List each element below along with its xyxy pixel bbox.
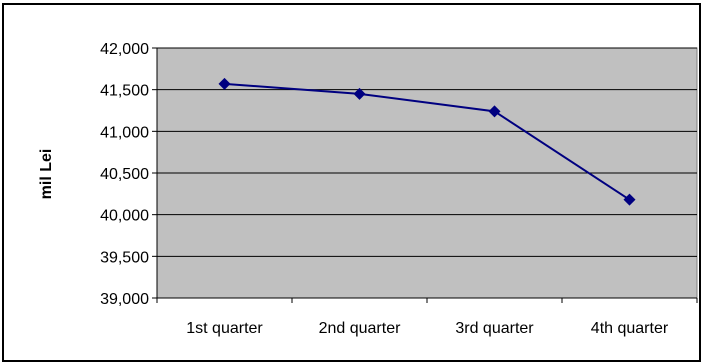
- data-point-marker: [353, 87, 366, 100]
- x-tick-label: 1st quarter: [186, 320, 263, 337]
- y-tick-label: 39,000: [100, 291, 149, 308]
- y-tick-label: 42,000: [100, 41, 149, 58]
- y-tick-label: 41,000: [100, 124, 149, 141]
- data-point-marker: [218, 77, 231, 90]
- gridlines: [157, 47, 697, 257]
- y-axis-title: mil Lei: [38, 149, 55, 200]
- x-tick-label: 4th quarter: [591, 320, 669, 337]
- data-point-marker: [623, 193, 636, 206]
- data-point-marker: [488, 105, 501, 118]
- x-tick-label: 2nd quarter: [319, 320, 402, 337]
- y-tick-label: 39,500: [100, 249, 149, 266]
- y-tick-label: 40,000: [100, 208, 149, 225]
- y-axis-ticks: 39,000 39,500 40,000 40,500 41,000 41,500 42,0…: [100, 41, 157, 308]
- x-tick-label: 3rd quarter: [455, 320, 534, 337]
- series-line: [224, 82, 631, 201]
- y-tick-label: 40,500: [100, 166, 149, 183]
- x-axis-ticks: 1st quarter 2nd quarter 3rd quarter 4th qua…: [156, 298, 698, 337]
- y-tick-label: 41,500: [100, 83, 149, 100]
- series-group: [218, 77, 636, 206]
